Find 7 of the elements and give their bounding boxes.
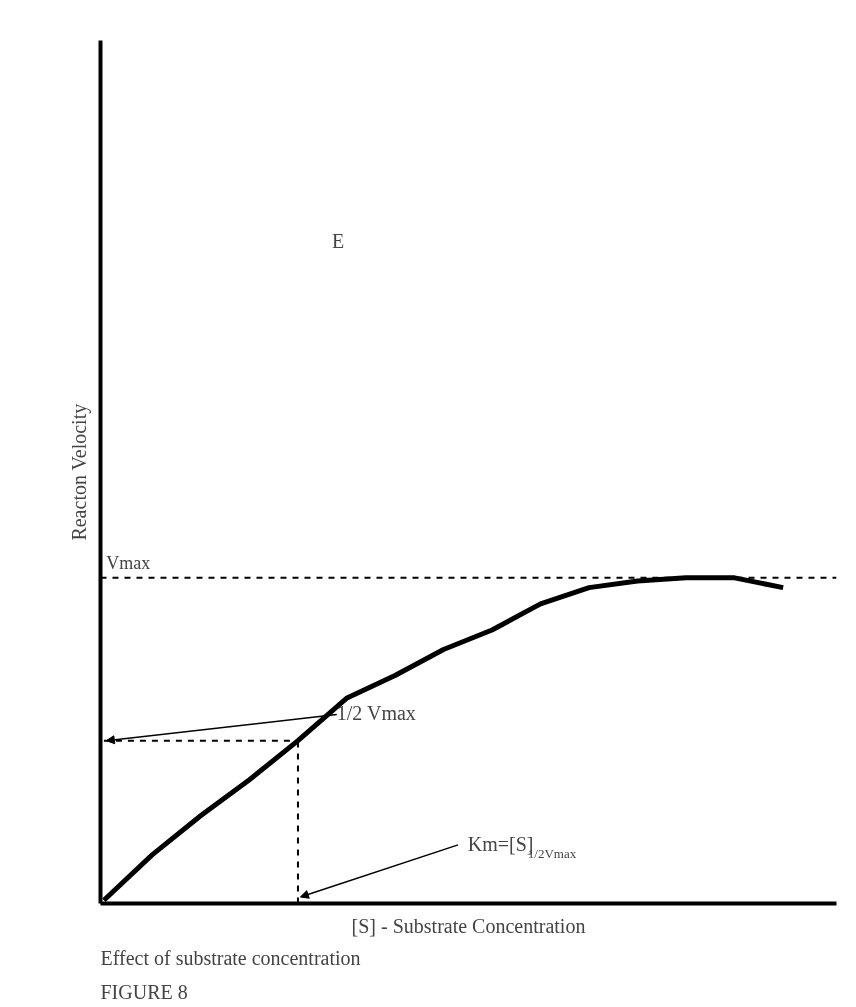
- annotation: 1/2 Vmax: [336, 702, 416, 725]
- text: FIGURE 8: [100, 980, 188, 1003]
- y-axis-title: Reacton Velocity: [67, 403, 91, 541]
- x-axis-title: [S] - Substrate Concentration: [351, 914, 586, 937]
- text: E: [331, 230, 345, 253]
- ref-line-label: Vmax: [106, 552, 151, 573]
- text: Effect of substrate concentration: [100, 946, 361, 969]
